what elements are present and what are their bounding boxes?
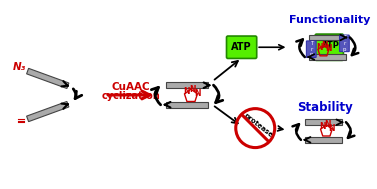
Text: N: N — [325, 44, 332, 53]
Polygon shape — [305, 119, 342, 125]
Text: N: N — [319, 122, 326, 131]
Text: Stability: Stability — [297, 101, 353, 114]
Text: N₃: N₃ — [13, 62, 26, 72]
Text: N: N — [194, 89, 200, 98]
FancyBboxPatch shape — [307, 41, 316, 57]
Text: T
r
p: T r p — [343, 35, 346, 52]
Text: protease: protease — [242, 112, 274, 138]
FancyBboxPatch shape — [340, 35, 349, 52]
Polygon shape — [305, 137, 342, 143]
Text: N: N — [329, 124, 335, 133]
Text: T
r
p: T r p — [310, 41, 313, 57]
FancyBboxPatch shape — [227, 36, 257, 58]
Text: ATP: ATP — [322, 41, 340, 50]
Text: N: N — [317, 43, 323, 52]
Text: Functionality: Functionality — [289, 15, 370, 25]
Text: N: N — [324, 120, 331, 129]
Polygon shape — [27, 68, 69, 88]
Polygon shape — [166, 82, 208, 88]
FancyBboxPatch shape — [315, 34, 343, 60]
Polygon shape — [27, 101, 69, 122]
Text: N: N — [184, 87, 190, 96]
Polygon shape — [309, 35, 346, 40]
Text: N: N — [189, 85, 196, 94]
Text: ATP: ATP — [231, 42, 252, 52]
Text: N: N — [321, 41, 328, 50]
Text: CuAAC: CuAAC — [111, 82, 150, 92]
Polygon shape — [309, 54, 346, 60]
Polygon shape — [166, 102, 208, 108]
Text: cyclization: cyclization — [101, 91, 160, 101]
